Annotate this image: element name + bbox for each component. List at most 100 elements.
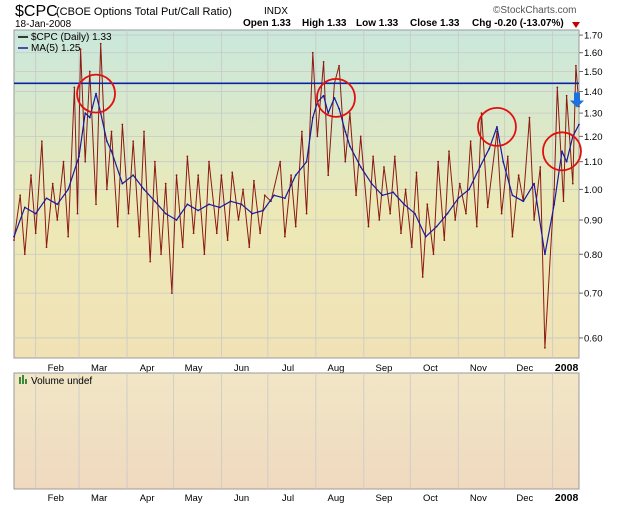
price-point (192, 232, 195, 235)
price-point (475, 225, 478, 228)
price-point (338, 64, 340, 67)
price-point (197, 174, 200, 177)
exchange-label: INDX (264, 6, 288, 17)
y-tick-label: 0.90 (584, 216, 603, 227)
volume-x-tick-label: Jul (282, 493, 294, 504)
ma-point (13, 235, 15, 238)
volume-x-axis: Feb Mar Apr May Jun Jul Aug Sep Oct Nov Dec 2008 (48, 492, 579, 504)
price-point (575, 64, 577, 67)
y-tick-label: 1.20 (584, 132, 603, 143)
price-point (19, 194, 22, 197)
ma-point (381, 194, 384, 197)
price-point (355, 194, 357, 197)
price-point (517, 174, 520, 177)
price-point (421, 276, 424, 278)
price-point (372, 155, 375, 158)
ma-point (435, 225, 438, 228)
ma-point (262, 209, 265, 212)
ma-point (333, 96, 336, 99)
ma-point (553, 203, 556, 206)
ma-point (522, 200, 525, 203)
ma-point (349, 145, 351, 148)
price-point (164, 182, 167, 185)
price-point (327, 174, 330, 177)
price-point (426, 203, 429, 206)
ma-point (502, 160, 505, 163)
price-point (454, 219, 457, 221)
ma-point (294, 174, 297, 177)
ma-point (251, 212, 254, 215)
price-point (290, 174, 292, 177)
price-point (208, 160, 210, 163)
x-tick-label: Sep (376, 363, 393, 374)
ma-point (273, 194, 275, 197)
quote-open: Open 1.33 (243, 18, 291, 29)
ma-point (446, 212, 449, 215)
ma-point (132, 174, 135, 177)
quote-low: Low 1.33 (356, 18, 399, 29)
price-point (322, 61, 325, 63)
price-point (105, 188, 108, 191)
price-point (127, 212, 130, 215)
y-tick-label: 1.50 (584, 67, 603, 78)
ma-point (533, 182, 536, 185)
volume-x-tick-label: Apr (140, 493, 155, 504)
ma-point (175, 219, 178, 221)
price-point (253, 179, 255, 182)
ma-point (468, 188, 470, 191)
price-point (160, 253, 162, 256)
x-tick-label: Jul (282, 363, 294, 374)
chart-symbol: $CPC (15, 3, 58, 20)
volume-panel (13, 372, 580, 490)
series-layer (13, 42, 580, 349)
x-tick-label: Mar (91, 363, 107, 374)
price-point (259, 232, 262, 235)
price-point (511, 235, 514, 238)
highlight-circle (477, 106, 517, 147)
grid (14, 30, 579, 358)
y-tick-label: 0.80 (584, 250, 603, 261)
price-point (51, 182, 54, 185)
ma-point (121, 182, 124, 185)
x-tick-label: Aug (328, 363, 345, 374)
price-point (294, 225, 297, 228)
price-point (404, 188, 407, 191)
ma-point (544, 253, 546, 256)
ma-point (23, 206, 26, 209)
volume-x-tick-label: May (185, 493, 203, 504)
ma-point (95, 92, 97, 95)
volume-x-tick-label: Oct (423, 493, 438, 504)
volume-x-tick-label: Nov (470, 493, 487, 504)
annotations (14, 73, 584, 172)
ma-point (56, 203, 59, 206)
price-point (13, 239, 15, 241)
price-point (544, 346, 546, 349)
ma-point (110, 150, 113, 153)
ma-point (327, 112, 330, 114)
ma-point (561, 150, 563, 153)
ma-point (197, 209, 200, 212)
price-point (56, 219, 59, 221)
price-point (367, 225, 370, 228)
watermark: ©StockCharts.com (493, 5, 577, 16)
x-tick-label: 2008 (555, 362, 579, 374)
ma-point (164, 212, 167, 215)
x-tick-label: Apr (140, 363, 155, 374)
chart-description: (CBOE Options Total Put/Call Ratio) (56, 6, 232, 18)
price-point (458, 182, 461, 185)
price-point (432, 253, 435, 256)
price-point (175, 174, 178, 177)
down-arrow-icon (570, 92, 584, 108)
price-point (237, 219, 240, 221)
price-point (149, 260, 152, 263)
y-tick-label: 1.40 (584, 87, 603, 98)
price-point (539, 166, 542, 168)
price-point (181, 246, 184, 248)
x-tick-label: Jun (234, 363, 249, 374)
ma-point (457, 197, 460, 200)
ma-point (311, 116, 314, 119)
ma-point (229, 200, 232, 203)
quote-close: Close 1.33 (410, 18, 460, 29)
ma-point (305, 160, 308, 163)
